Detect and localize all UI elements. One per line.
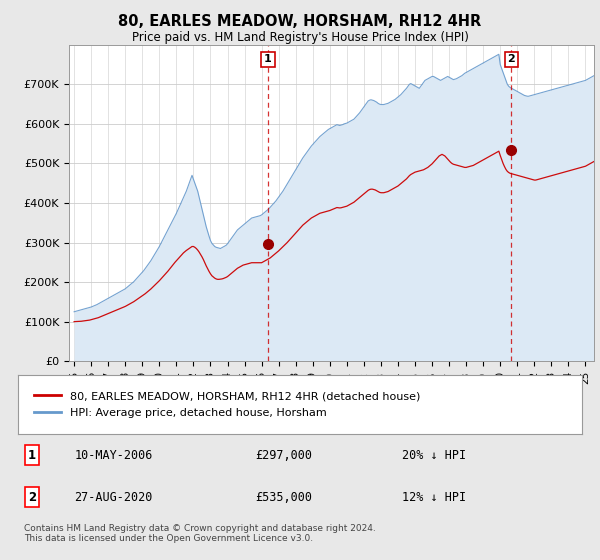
Text: 80, EARLES MEADOW, HORSHAM, RH12 4HR: 80, EARLES MEADOW, HORSHAM, RH12 4HR [118, 14, 482, 29]
Text: 12% ↓ HPI: 12% ↓ HPI [401, 491, 466, 504]
Text: 27-AUG-2020: 27-AUG-2020 [74, 491, 153, 504]
Text: 20% ↓ HPI: 20% ↓ HPI [401, 449, 466, 462]
Text: £535,000: £535,000 [255, 491, 312, 504]
Text: 2: 2 [508, 54, 515, 64]
Text: £297,000: £297,000 [255, 449, 312, 462]
Legend: 80, EARLES MEADOW, HORSHAM, RH12 4HR (detached house), HPI: Average price, detac: 80, EARLES MEADOW, HORSHAM, RH12 4HR (de… [29, 387, 425, 422]
Text: 1: 1 [28, 449, 36, 462]
Text: 10-MAY-2006: 10-MAY-2006 [74, 449, 153, 462]
Text: Price paid vs. HM Land Registry's House Price Index (HPI): Price paid vs. HM Land Registry's House … [131, 31, 469, 44]
Text: 1: 1 [264, 54, 272, 64]
Text: Contains HM Land Registry data © Crown copyright and database right 2024.
This d: Contains HM Land Registry data © Crown c… [24, 524, 376, 543]
Text: 2: 2 [28, 491, 36, 504]
